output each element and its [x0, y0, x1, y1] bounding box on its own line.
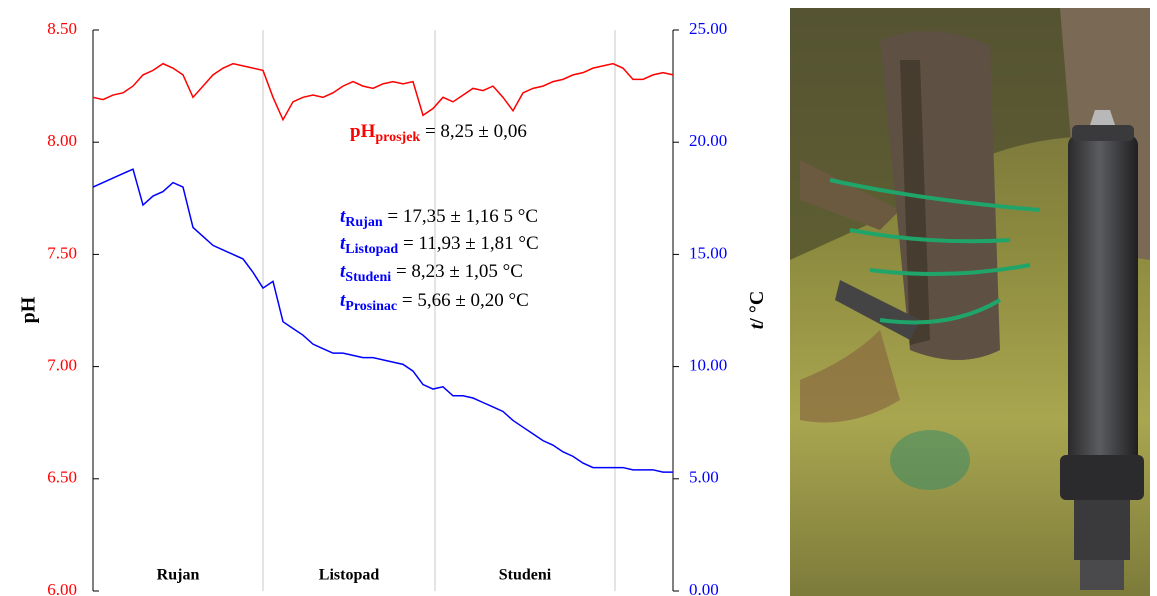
annotation-rest: = 8,25 ± 0,06	[420, 121, 527, 142]
annotation-sub: prosjek	[375, 130, 420, 145]
series-line	[92, 168, 673, 473]
y-tick-label: 6.00	[47, 580, 77, 596]
annotation-sub: Studeni	[345, 270, 391, 285]
annotation-main: t	[340, 290, 346, 311]
y2-tick-label: 5.00	[689, 468, 719, 487]
month-label: Listopad	[319, 567, 380, 584]
y2-tick-label: 0.00	[689, 580, 719, 596]
annotation-main: t	[340, 261, 346, 282]
y2-axis-label-italic: t	[746, 322, 768, 329]
annotation-rest: = 17,35 ± 1,16 5 °C	[383, 206, 538, 227]
annotation-sub: Rujan	[345, 215, 383, 230]
annotation: tRujan = 17,35 ± 1,16 5 °C	[340, 206, 538, 230]
y-tick-label: 7.00	[47, 356, 77, 375]
annotation-main: t	[340, 233, 346, 254]
annotation-rest: = 5,66 ± 0,20 °C	[397, 290, 529, 311]
y-tick-label: 7.50	[47, 243, 77, 262]
annotation-main: pH	[350, 121, 376, 142]
y2-tick-label: 10.00	[689, 356, 727, 375]
y2-tick-label: 25.00	[689, 19, 727, 38]
annotation: tProsinac = 5,66 ± 0,20 °C	[340, 290, 529, 314]
y2-tick-label: 20.00	[689, 131, 727, 150]
series-line	[92, 62, 674, 122]
y-tick-label: 8.50	[47, 19, 77, 38]
month-label: Studeni	[499, 567, 552, 584]
y2-axis-label-rest: / °C	[746, 291, 768, 325]
month-label: Rujan	[157, 567, 200, 584]
photo	[790, 8, 1150, 596]
annotation-rest: = 11,93 ± 1,81 °C	[398, 233, 538, 254]
y2-tick-label: 15.00	[689, 243, 727, 262]
annotation-main: t	[340, 206, 346, 227]
annotation: pHprosjek = 8,25 ± 0,06	[350, 121, 527, 145]
y-axis-label: pH	[18, 296, 40, 323]
annotation: tListopad = 11,93 ± 1,81 °C	[340, 233, 539, 257]
y2-axis-label: t/ °C	[746, 291, 768, 330]
annotation-sub: Prosinac	[345, 299, 397, 314]
annotation-sub: Listopad	[345, 242, 398, 257]
y-tick-label: 6.50	[47, 468, 77, 487]
annotation-rest: = 8,23 ± 1,05 °C	[391, 261, 523, 282]
annotation: tStudeni = 8,23 ± 1,05 °C	[340, 261, 523, 285]
y-tick-label: 8.00	[47, 131, 77, 150]
